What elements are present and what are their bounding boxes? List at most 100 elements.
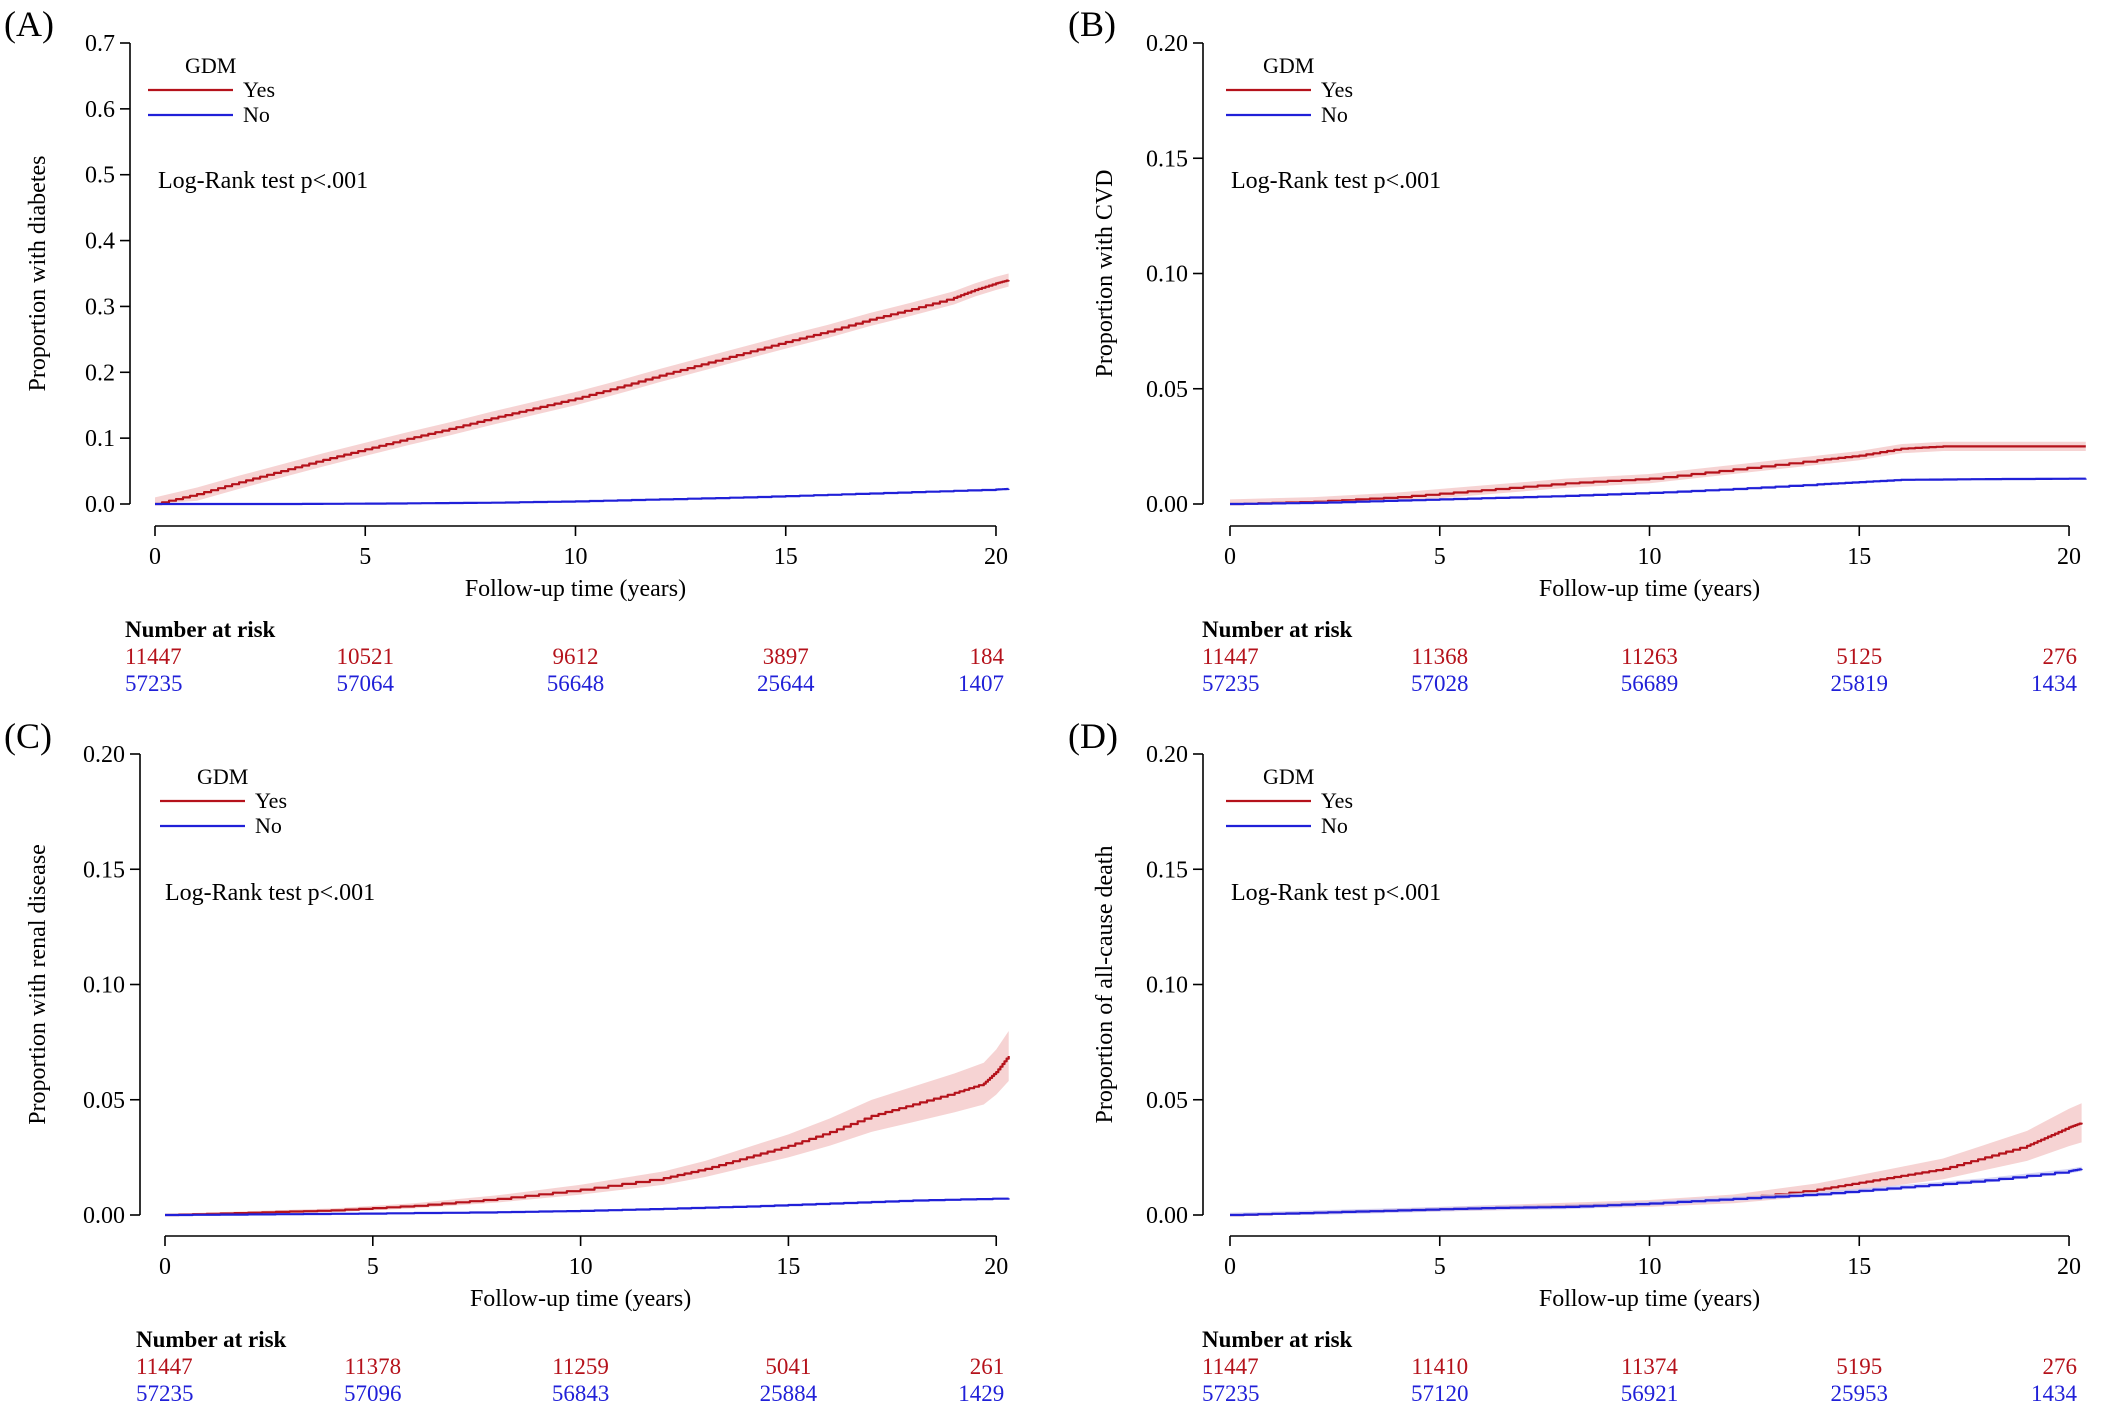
y-axis-label: Proportion with CVD <box>1092 169 1118 377</box>
panel-label: (D) <box>1068 716 1118 756</box>
risk-count-no: 56843 <box>552 1381 610 1405</box>
x-tick-label: 15 <box>774 544 798 570</box>
risk-count-no: 57235 <box>125 671 183 696</box>
y-tick-label: 0.20 <box>1146 742 1188 768</box>
risk-count-no: 25953 <box>1831 1381 1889 1405</box>
x-tick-label: 15 <box>1847 544 1871 570</box>
x-tick-label: 5 <box>359 544 371 570</box>
x-tick-label: 0 <box>1224 544 1236 570</box>
x-tick-label: 10 <box>1638 544 1662 570</box>
y-tick-label: 0.4 <box>85 229 115 255</box>
risk-count-yes: 11447 <box>136 1354 193 1379</box>
legend-label-yes: Yes <box>243 77 275 102</box>
risk-count-no: 1429 <box>958 1381 1004 1405</box>
risk-count-yes: 11447 <box>1202 1354 1259 1379</box>
x-tick-label: 20 <box>984 1254 1008 1280</box>
legend-label-yes: Yes <box>1321 788 1353 813</box>
panel-label: (A) <box>4 4 54 44</box>
x-axis-label: Follow-up time (years) <box>465 576 686 602</box>
panel-label: (C) <box>4 716 52 756</box>
y-tick-label: 0.2 <box>85 360 115 386</box>
y-tick-label: 0.00 <box>1146 1203 1188 1229</box>
risk-table-title: Number at risk <box>1202 617 1353 642</box>
y-axis-label: Proportion with diabetes <box>25 156 51 392</box>
y-axis-label: Proportion with renal disease <box>25 844 51 1125</box>
risk-count-yes: 5041 <box>765 1354 811 1379</box>
risk-table-title: Number at risk <box>1202 1327 1353 1352</box>
y-tick-label: 0.15 <box>83 857 125 883</box>
risk-count-no: 56921 <box>1621 1381 1679 1405</box>
y-tick-label: 0.15 <box>1146 857 1188 883</box>
y-tick-label: 0.05 <box>1146 377 1188 403</box>
risk-count-yes: 11263 <box>1621 644 1678 669</box>
risk-count-no: 57235 <box>1202 1381 1260 1405</box>
y-tick-label: 0.3 <box>85 294 115 320</box>
km-curve-no <box>1230 477 2087 506</box>
x-tick-label: 10 <box>1638 1254 1662 1280</box>
ci-band-yes <box>1230 441 2086 504</box>
risk-count-no: 57120 <box>1411 1381 1469 1405</box>
legend-title: GDM <box>197 764 248 789</box>
km-curve-no <box>155 487 1010 506</box>
legend-label-no: No <box>243 102 270 127</box>
log-rank-annotation: Log-Rank test p<.001 <box>1231 168 1441 194</box>
risk-count-no: 57096 <box>344 1381 402 1405</box>
x-tick-label: 0 <box>149 544 161 570</box>
x-axis-label: Follow-up time (years) <box>1539 576 1760 602</box>
legend-label-yes: Yes <box>255 788 287 813</box>
risk-count-yes: 11447 <box>1202 644 1259 669</box>
y-tick-label: 0.00 <box>1146 492 1188 518</box>
legend-label-no: No <box>1321 102 1348 127</box>
x-tick-label: 5 <box>367 1254 379 1280</box>
risk-count-yes: 184 <box>969 644 1004 669</box>
panel-d: (D) 0.00 0.05 0.10 0.15 0.20 0 5 10 15 20 Follow-up… <box>1068 716 2083 1405</box>
km-curve-yes <box>155 279 1010 506</box>
x-tick-label: 20 <box>2057 1254 2081 1280</box>
risk-count-yes: 3897 <box>763 644 809 669</box>
log-rank-annotation: Log-Rank test p<.001 <box>158 168 368 194</box>
legend-label-no: No <box>1321 813 1348 838</box>
x-axis-label: Follow-up time (years) <box>1539 1286 1760 1312</box>
y-tick-label: 0.0 <box>85 492 115 518</box>
risk-count-yes: 11378 <box>344 1354 401 1379</box>
risk-count-yes: 5125 <box>1836 644 1882 669</box>
km-curve-yes <box>1230 445 2086 506</box>
risk-count-yes: 11410 <box>1411 1354 1468 1379</box>
km-curve-no <box>1230 1168 2083 1217</box>
risk-table-title: Number at risk <box>125 617 276 642</box>
risk-count-yes: 11368 <box>1411 644 1468 669</box>
x-tick-label: 10 <box>563 544 587 570</box>
y-tick-label: 0.20 <box>1146 31 1188 57</box>
risk-count-no: 1434 <box>2031 671 2078 696</box>
legend-label-no: No <box>255 813 282 838</box>
risk-count-no: 1407 <box>958 671 1004 696</box>
risk-count-yes: 9612 <box>552 644 598 669</box>
x-tick-label: 5 <box>1434 544 1446 570</box>
y-tick-label: 0.10 <box>1146 262 1188 288</box>
ci-band-yes <box>165 1030 1009 1215</box>
y-tick-label: 0.20 <box>83 742 125 768</box>
risk-count-yes: 5195 <box>1836 1354 1882 1379</box>
risk-count-yes: 276 <box>2043 1354 2078 1379</box>
legend-title: GDM <box>1263 764 1314 789</box>
panel-c: (C) 0.00 0.05 0.10 0.15 0.20 0 5 10 15 20 Follow-up… <box>4 716 1010 1405</box>
x-tick-label: 0 <box>159 1254 171 1280</box>
x-tick-label: 0 <box>1224 1254 1236 1280</box>
risk-count-no: 57064 <box>336 671 394 696</box>
x-tick-label: 20 <box>984 544 1008 570</box>
y-tick-label: 0.5 <box>85 163 115 189</box>
y-tick-label: 0.6 <box>85 97 115 123</box>
risk-count-no: 57235 <box>136 1381 194 1405</box>
risk-count-yes: 10521 <box>336 644 394 669</box>
risk-count-no: 56689 <box>1621 671 1679 696</box>
x-tick-label: 10 <box>569 1254 593 1280</box>
km-curve-yes <box>165 1056 1010 1217</box>
panel-b: (B) 0.00 0.05 0.10 0.15 0.20 0 5 10 15 20 Follow-up… <box>1068 4 2087 696</box>
risk-count-no: 57235 <box>1202 671 1260 696</box>
y-axis-label: Proportion of all-cause death <box>1092 846 1118 1124</box>
x-tick-label: 20 <box>2057 544 2081 570</box>
log-rank-annotation: Log-Rank test p<.001 <box>1231 880 1441 906</box>
y-tick-label: 0.7 <box>85 31 115 57</box>
panel-a: (A) 0.0 0.1 0.2 0.3 0.4 0.5 0.6 0.7 0 5 10 15 20 Follo… <box>4 4 1010 696</box>
